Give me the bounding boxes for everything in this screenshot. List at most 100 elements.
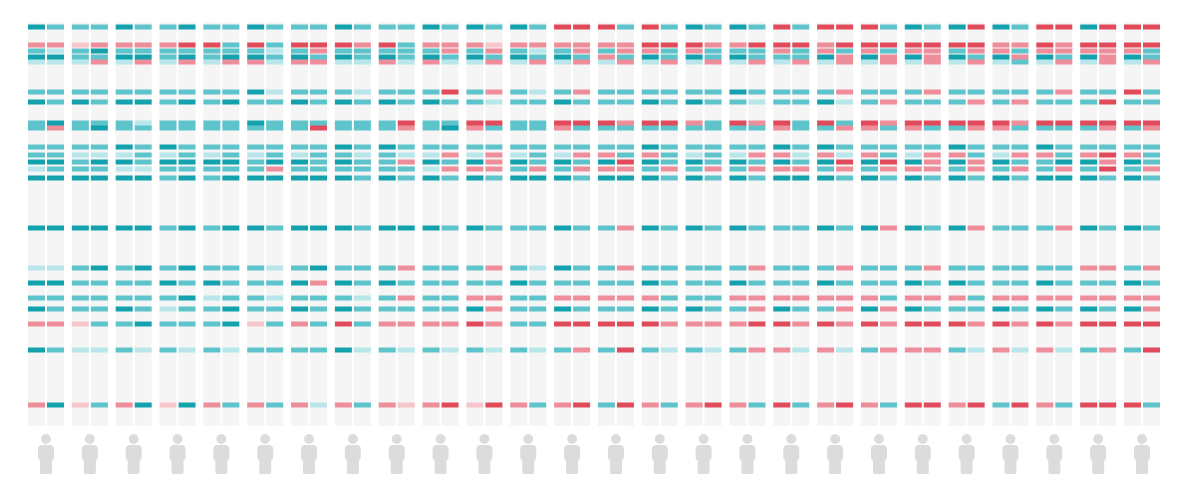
band bbox=[836, 225, 854, 231]
band bbox=[616, 321, 634, 327]
band bbox=[597, 402, 615, 408]
band bbox=[510, 120, 528, 126]
band bbox=[378, 99, 396, 105]
band bbox=[529, 59, 547, 65]
band bbox=[466, 159, 484, 165]
band bbox=[641, 144, 659, 150]
band bbox=[159, 402, 177, 408]
band bbox=[115, 402, 133, 408]
person-icon-part bbox=[169, 445, 186, 461]
band bbox=[817, 99, 835, 105]
band bbox=[529, 42, 547, 48]
band bbox=[353, 125, 371, 131]
band bbox=[90, 265, 108, 271]
band bbox=[792, 59, 810, 65]
band bbox=[115, 306, 133, 312]
band bbox=[266, 280, 284, 286]
band bbox=[71, 295, 89, 301]
band bbox=[904, 59, 922, 65]
band bbox=[792, 280, 810, 286]
band bbox=[729, 306, 747, 312]
person-icon-part bbox=[257, 445, 274, 461]
person-icon bbox=[958, 434, 975, 474]
strip-background bbox=[1036, 22, 1054, 426]
person-icon-part bbox=[301, 445, 318, 461]
band bbox=[573, 295, 591, 301]
band bbox=[222, 42, 240, 48]
person-icon-part bbox=[695, 445, 712, 461]
band bbox=[948, 321, 966, 327]
band bbox=[334, 125, 352, 131]
band bbox=[353, 120, 371, 126]
band bbox=[748, 125, 766, 131]
band bbox=[704, 295, 722, 301]
person-icon-part bbox=[872, 458, 885, 474]
person-icon-part bbox=[786, 434, 797, 444]
person-icon-part bbox=[215, 458, 228, 474]
person-icon-part bbox=[914, 445, 931, 461]
band bbox=[466, 48, 484, 54]
band bbox=[510, 306, 528, 312]
band bbox=[529, 125, 547, 131]
band bbox=[178, 144, 196, 150]
band bbox=[904, 265, 922, 271]
band bbox=[397, 225, 415, 231]
band bbox=[134, 48, 152, 54]
band bbox=[291, 347, 309, 353]
band bbox=[178, 265, 196, 271]
band bbox=[178, 347, 196, 353]
band bbox=[1080, 402, 1098, 408]
band bbox=[704, 225, 722, 231]
band bbox=[247, 306, 265, 312]
band bbox=[247, 89, 265, 95]
band bbox=[1036, 347, 1054, 353]
band bbox=[397, 280, 415, 286]
band bbox=[378, 48, 396, 54]
person-icon-part bbox=[698, 434, 709, 444]
band bbox=[748, 24, 766, 30]
band bbox=[510, 42, 528, 48]
band bbox=[247, 166, 265, 172]
strip-background bbox=[466, 22, 484, 426]
person-icon-part bbox=[1002, 445, 1019, 461]
strip-background bbox=[159, 22, 177, 426]
band bbox=[71, 306, 89, 312]
band bbox=[923, 321, 941, 327]
band bbox=[115, 280, 133, 286]
band bbox=[1099, 265, 1117, 271]
band bbox=[792, 175, 810, 181]
band bbox=[310, 48, 328, 54]
band bbox=[115, 24, 133, 30]
band bbox=[203, 175, 221, 181]
band bbox=[178, 42, 196, 48]
person-icon-part bbox=[1004, 458, 1017, 474]
band bbox=[554, 99, 572, 105]
band bbox=[71, 89, 89, 95]
band bbox=[466, 166, 484, 172]
band bbox=[1080, 144, 1098, 150]
band bbox=[441, 280, 459, 286]
band bbox=[222, 175, 240, 181]
band bbox=[353, 166, 371, 172]
band bbox=[641, 280, 659, 286]
band bbox=[378, 125, 396, 131]
band bbox=[47, 175, 64, 181]
band bbox=[529, 152, 547, 158]
band bbox=[529, 321, 547, 327]
band bbox=[1055, 175, 1073, 181]
band bbox=[792, 347, 810, 353]
band bbox=[967, 152, 985, 158]
band bbox=[466, 54, 484, 60]
band bbox=[529, 159, 547, 165]
band bbox=[836, 144, 854, 150]
band bbox=[948, 125, 966, 131]
band bbox=[90, 402, 108, 408]
band bbox=[704, 166, 722, 172]
band bbox=[860, 347, 878, 353]
band bbox=[466, 295, 484, 301]
band bbox=[879, 265, 897, 271]
band bbox=[115, 54, 133, 60]
band bbox=[291, 48, 309, 54]
band bbox=[422, 166, 440, 172]
band bbox=[1055, 54, 1073, 60]
